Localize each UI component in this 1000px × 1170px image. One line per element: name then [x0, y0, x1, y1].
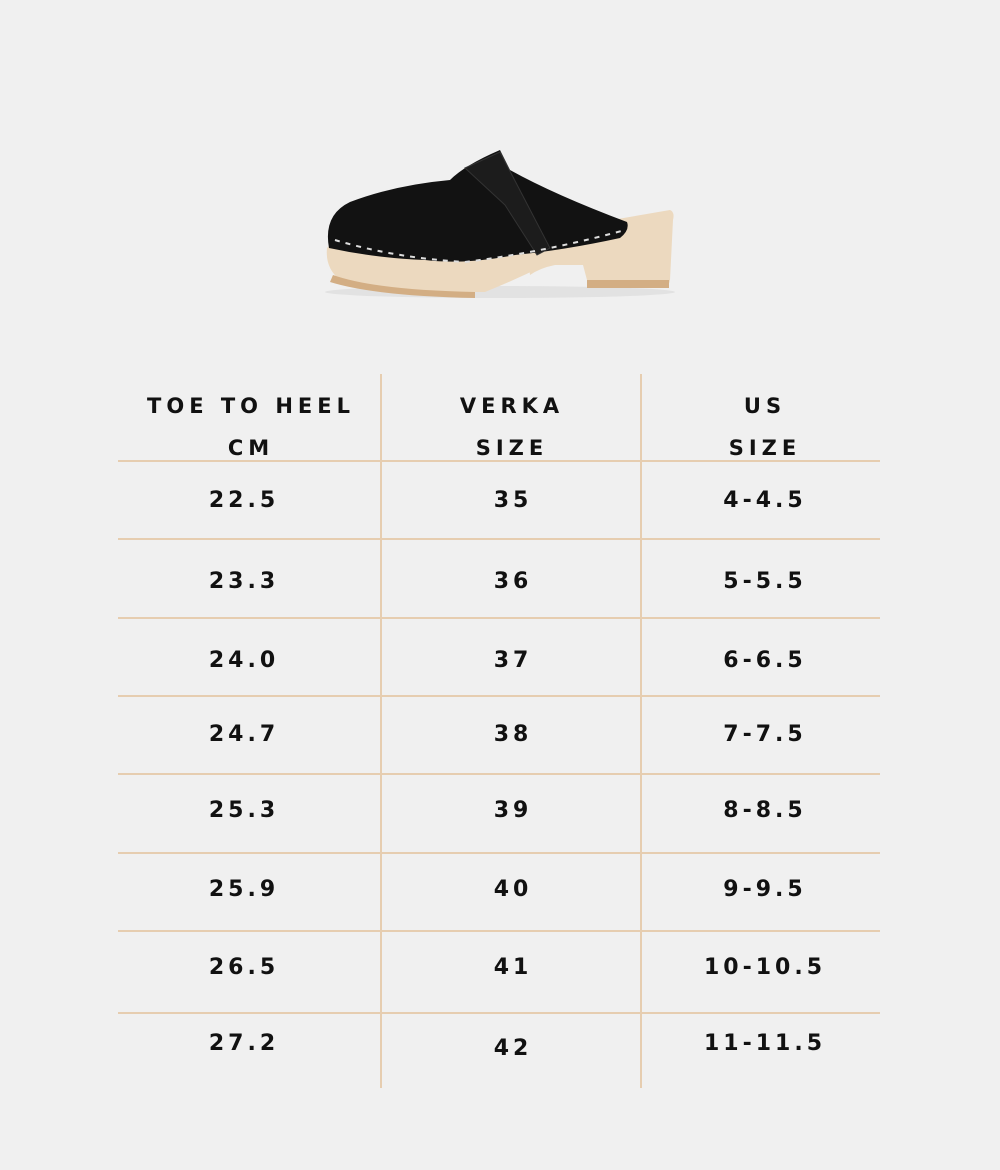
toe-to-heel-cm-cell: 25.9	[208, 877, 280, 902]
clog-product-image	[325, 150, 675, 298]
row-divider	[118, 617, 880, 619]
verka-size-cell: 36	[493, 569, 533, 594]
us-size-cell: 11-11.5	[703, 1031, 827, 1056]
us-size-cell: 5-5.5	[723, 569, 807, 594]
verka-size-cell: 42	[493, 1036, 533, 1061]
header-verka-size: VERKA SIZE	[382, 385, 642, 469]
toe-to-heel-cm-cell: 26.5	[208, 955, 280, 980]
row-divider	[118, 538, 880, 540]
header-line: CM	[227, 436, 275, 460]
verka-size-cell: 41	[493, 955, 533, 980]
toe-to-heel-cm-cell: 25.3	[208, 798, 280, 823]
toe-to-heel-cm-cell: 27.2	[208, 1031, 280, 1056]
verka-size-cell: 39	[493, 798, 533, 823]
header-line: US	[743, 394, 787, 418]
row-divider	[118, 930, 880, 932]
header-toe-to-heel: TOE TO HEEL CM	[121, 385, 381, 469]
us-size-cell: 7-7.5	[723, 722, 807, 747]
verka-size-cell: 37	[493, 648, 533, 673]
us-size-cell: 6-6.5	[723, 648, 807, 673]
header-line: SIZE	[475, 436, 549, 460]
us-size-cell: 4-4.5	[723, 488, 807, 513]
us-size-cell: 8-8.5	[723, 798, 807, 823]
toe-to-heel-cm-cell: 24.7	[208, 722, 280, 747]
toe-to-heel-cm-cell: 23.3	[208, 569, 280, 594]
header-us-size: US SIZE	[635, 385, 895, 469]
column-divider	[380, 374, 382, 1088]
header-line: TOE TO HEEL	[147, 394, 355, 418]
row-divider	[118, 695, 880, 697]
verka-size-cell: 40	[493, 877, 533, 902]
verka-size-cell: 38	[493, 722, 533, 747]
us-size-cell: 9-9.5	[723, 877, 807, 902]
toe-to-heel-cm-cell: 24.0	[208, 648, 280, 673]
header-line: VERKA	[459, 394, 565, 418]
row-divider	[118, 1012, 880, 1014]
verka-size-cell: 35	[493, 488, 533, 513]
row-divider	[118, 773, 880, 775]
column-divider	[640, 374, 642, 1088]
row-divider	[118, 852, 880, 854]
toe-to-heel-cm-cell: 22.5	[208, 488, 280, 513]
header-line: SIZE	[728, 436, 802, 460]
us-size-cell: 10-10.5	[703, 955, 827, 980]
row-divider	[118, 460, 880, 462]
